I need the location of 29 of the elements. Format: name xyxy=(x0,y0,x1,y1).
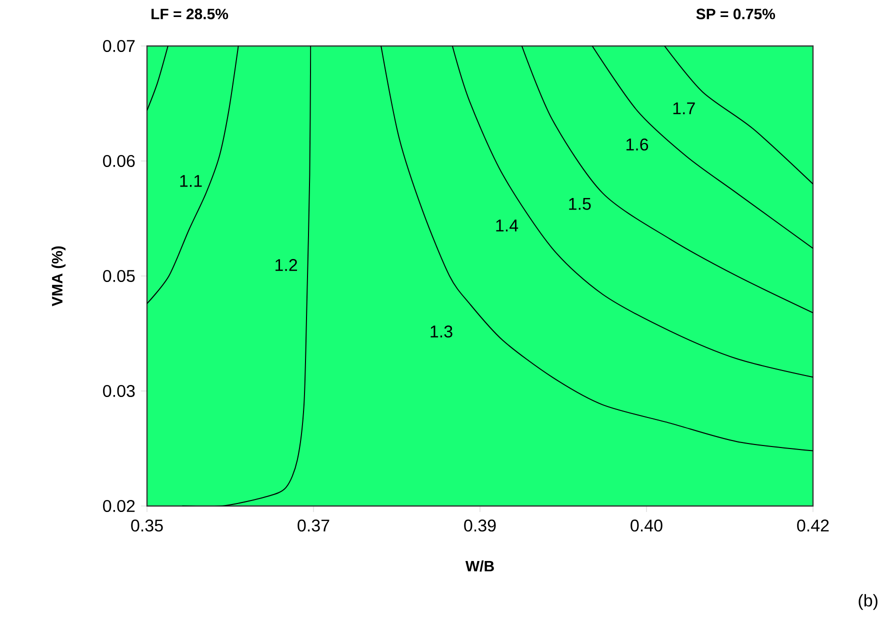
x-tick-label: 0.35 xyxy=(131,520,163,532)
text: SP = 0.75% xyxy=(696,8,776,20)
series-label: 1.4 xyxy=(496,220,518,232)
line-series xyxy=(592,46,813,249)
y-tick-label: 0.06 xyxy=(103,154,135,168)
x-tick-label: 0.42 xyxy=(797,520,829,532)
line-series xyxy=(452,46,813,378)
series-label: 1.5 xyxy=(569,198,591,210)
x-tick-label: 0.40 xyxy=(630,520,662,532)
series-label: 1.6 xyxy=(626,138,648,151)
text: LF = 28.5% xyxy=(152,8,228,20)
series-label: 1.1 xyxy=(180,175,202,187)
y-tick-label: 0.05 xyxy=(103,270,135,282)
y-tick-label: 0.07 xyxy=(103,40,135,52)
series-label: 1.2 xyxy=(276,259,298,271)
series-label: 1.3 xyxy=(430,325,452,338)
line-series xyxy=(521,46,813,314)
x-axis-title: W/B xyxy=(465,560,494,572)
x-tick-label: 0.37 xyxy=(298,520,330,532)
y-tick-label: 0.03 xyxy=(103,384,135,398)
x-tick-label: 0.39 xyxy=(464,520,496,532)
line-series xyxy=(664,46,813,184)
series-label: 1.7 xyxy=(673,102,695,114)
y-axis-title: VMA (%) xyxy=(52,246,66,306)
line-series xyxy=(182,46,312,506)
line-series xyxy=(147,46,239,304)
y-tick-label: 0.02 xyxy=(103,500,135,512)
line-series xyxy=(380,46,813,452)
text: (b) xyxy=(858,594,878,610)
